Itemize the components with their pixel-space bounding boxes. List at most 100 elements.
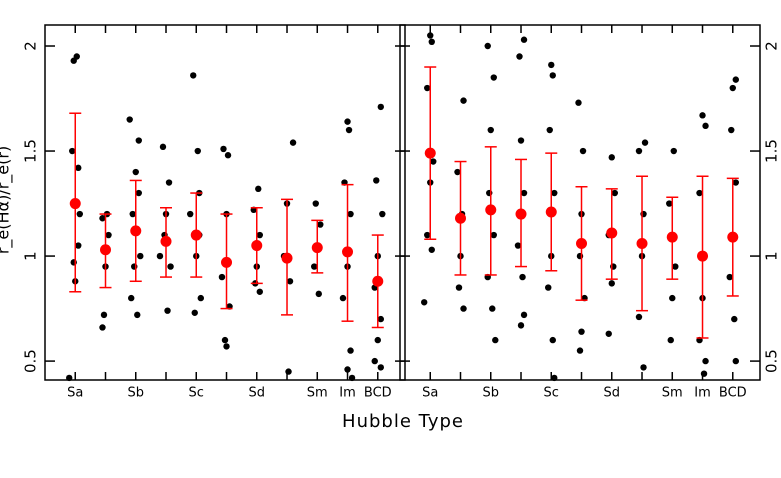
data-point xyxy=(608,154,615,161)
data-point xyxy=(371,357,378,365)
data-point xyxy=(377,103,384,111)
mean-point xyxy=(221,256,233,268)
data-point xyxy=(137,252,144,260)
data-point xyxy=(286,278,294,285)
data-point xyxy=(164,307,171,314)
mean-point xyxy=(606,227,618,239)
data-point xyxy=(224,152,232,159)
data-point xyxy=(460,305,467,312)
data-point xyxy=(732,179,739,186)
data-point xyxy=(374,336,381,344)
data-point xyxy=(126,116,133,123)
data-point xyxy=(129,210,136,218)
data-point xyxy=(548,61,555,69)
data-point xyxy=(640,364,647,371)
data-point xyxy=(99,215,106,222)
data-point xyxy=(641,139,649,146)
data-point xyxy=(99,324,106,331)
data-point xyxy=(285,368,292,375)
x-tick-label: Sc xyxy=(544,386,559,401)
data-point xyxy=(492,336,499,344)
data-point xyxy=(191,309,198,316)
data-point xyxy=(194,147,201,155)
data-point xyxy=(132,168,139,176)
data-point xyxy=(75,242,82,249)
data-point xyxy=(315,290,322,298)
data-point xyxy=(460,97,467,104)
data-point xyxy=(670,147,677,155)
data-point xyxy=(517,137,525,144)
data-point xyxy=(100,311,108,319)
data-point xyxy=(699,112,706,119)
data-point xyxy=(669,294,676,302)
mean-point xyxy=(727,231,739,243)
y-tick-label: 2 xyxy=(763,41,781,51)
data-point xyxy=(428,38,435,46)
data-point xyxy=(576,347,584,354)
data-point xyxy=(520,189,528,197)
data-point xyxy=(348,374,356,382)
mean-point xyxy=(697,250,709,262)
data-point xyxy=(424,231,431,239)
data-point xyxy=(489,305,496,312)
mean-point xyxy=(190,229,202,241)
mean-point xyxy=(311,242,323,254)
data-point xyxy=(455,284,463,291)
data-point xyxy=(728,126,735,134)
mean-point xyxy=(251,240,263,252)
data-point xyxy=(545,284,552,291)
data-point xyxy=(344,366,351,373)
data-point xyxy=(666,200,673,207)
y-tick-label: 0.5 xyxy=(763,349,781,373)
x-tick-label: BCD xyxy=(364,386,392,401)
data-point xyxy=(70,57,77,64)
mean-point xyxy=(160,235,172,247)
data-point xyxy=(256,288,263,295)
data-point xyxy=(430,158,437,165)
data-point xyxy=(421,299,428,306)
data-point xyxy=(255,185,262,193)
data-point xyxy=(726,273,733,281)
data-point xyxy=(135,189,142,197)
data-point xyxy=(732,76,739,83)
data-point xyxy=(520,311,528,319)
data-point xyxy=(514,242,522,249)
data-point xyxy=(696,189,703,197)
data-point xyxy=(134,311,141,319)
data-point xyxy=(344,118,351,125)
mean-point xyxy=(69,198,81,210)
data-point xyxy=(218,273,226,281)
plot-frame xyxy=(44,24,406,381)
data-point xyxy=(339,294,347,302)
data-point xyxy=(608,280,615,287)
y-tick-label: 1.5 xyxy=(763,139,781,163)
data-point xyxy=(454,168,461,176)
x-tick-label: BCD xyxy=(719,386,747,401)
data-point xyxy=(156,252,164,260)
data-point xyxy=(377,364,384,371)
data-point xyxy=(729,84,736,92)
data-point xyxy=(551,189,558,197)
data-point xyxy=(579,147,587,155)
data-point xyxy=(575,99,582,106)
x-tick-label: Sc xyxy=(189,386,204,401)
x-tick-label: Sb xyxy=(482,386,499,401)
data-point xyxy=(223,343,230,350)
mean-point xyxy=(545,206,557,218)
mean-point xyxy=(130,225,142,237)
data-point xyxy=(190,72,197,79)
y-tick-label: 0.5 xyxy=(22,349,40,373)
mean-point xyxy=(515,208,527,220)
data-point xyxy=(484,42,491,50)
data-point xyxy=(520,36,528,43)
x-tick-label: Sd xyxy=(249,386,266,401)
data-point xyxy=(69,147,76,155)
data-point xyxy=(187,210,194,218)
data-point xyxy=(702,357,709,365)
data-point xyxy=(105,231,112,239)
mean-point xyxy=(455,212,467,224)
data-point xyxy=(345,126,353,134)
mean-point xyxy=(100,244,112,256)
data-point xyxy=(347,347,354,354)
data-point xyxy=(578,328,585,335)
